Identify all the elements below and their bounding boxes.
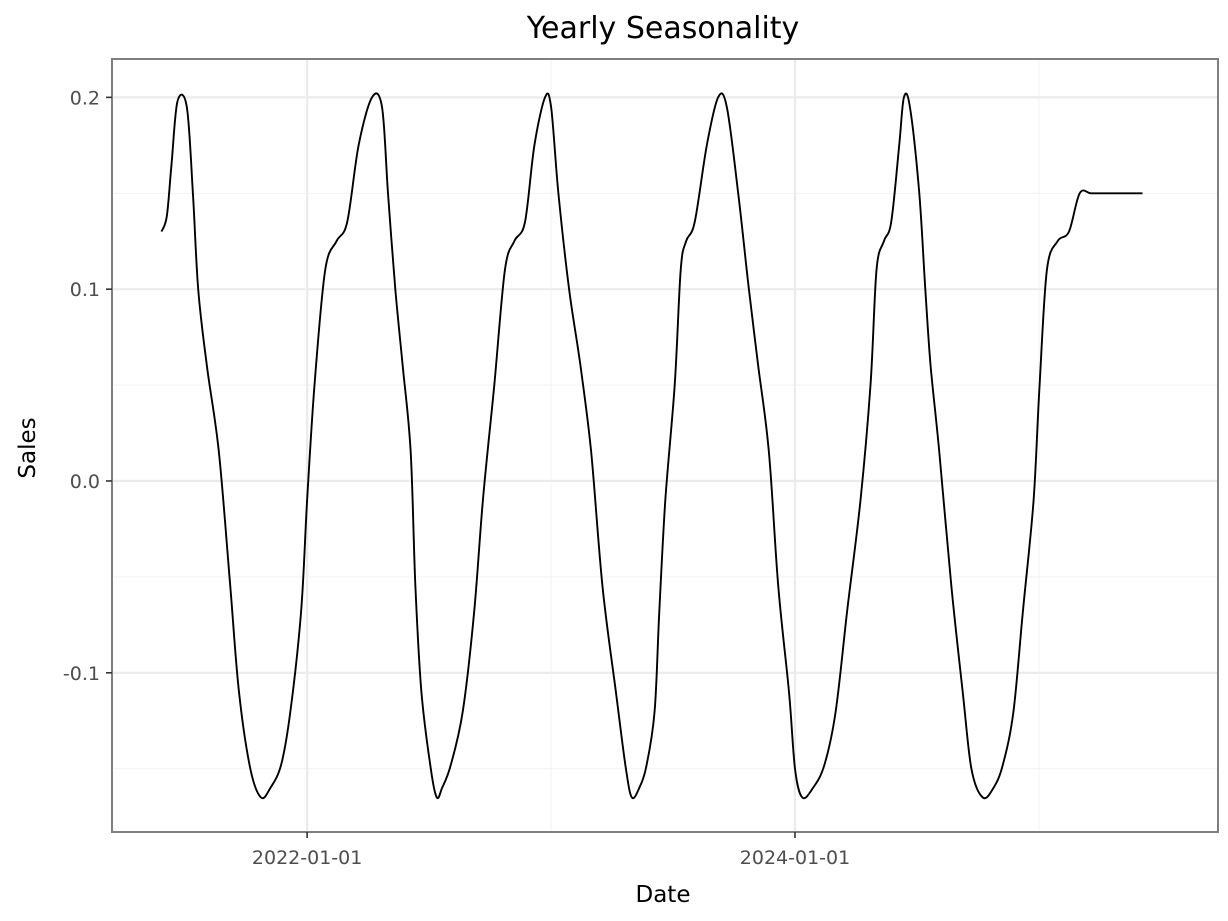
plot-panel-border bbox=[111, 58, 1219, 833]
chart-title: Yearly Seasonality bbox=[526, 11, 800, 46]
y-tick-label: 0.1 bbox=[70, 279, 100, 301]
major-gridlines bbox=[112, 59, 1218, 832]
x-tick-label: 2022-01-01 bbox=[252, 847, 362, 869]
y-tick-label: 0.2 bbox=[70, 87, 100, 109]
x-tick-label: 2024-01-01 bbox=[740, 847, 850, 869]
y-tick-label: 0.0 bbox=[70, 471, 100, 493]
y-axis-title: Sales bbox=[15, 417, 41, 478]
y-tick-label: -0.1 bbox=[63, 663, 100, 685]
sales-series-line bbox=[160, 92, 1143, 800]
minor-gridlines bbox=[112, 59, 1218, 832]
x-axis-title: Date bbox=[636, 882, 691, 908]
x-axis-ticks: 2022-01-01 2024-01-01 bbox=[252, 832, 850, 869]
y-axis-ticks: -0.1 0.0 0.1 0.2 bbox=[63, 87, 112, 685]
